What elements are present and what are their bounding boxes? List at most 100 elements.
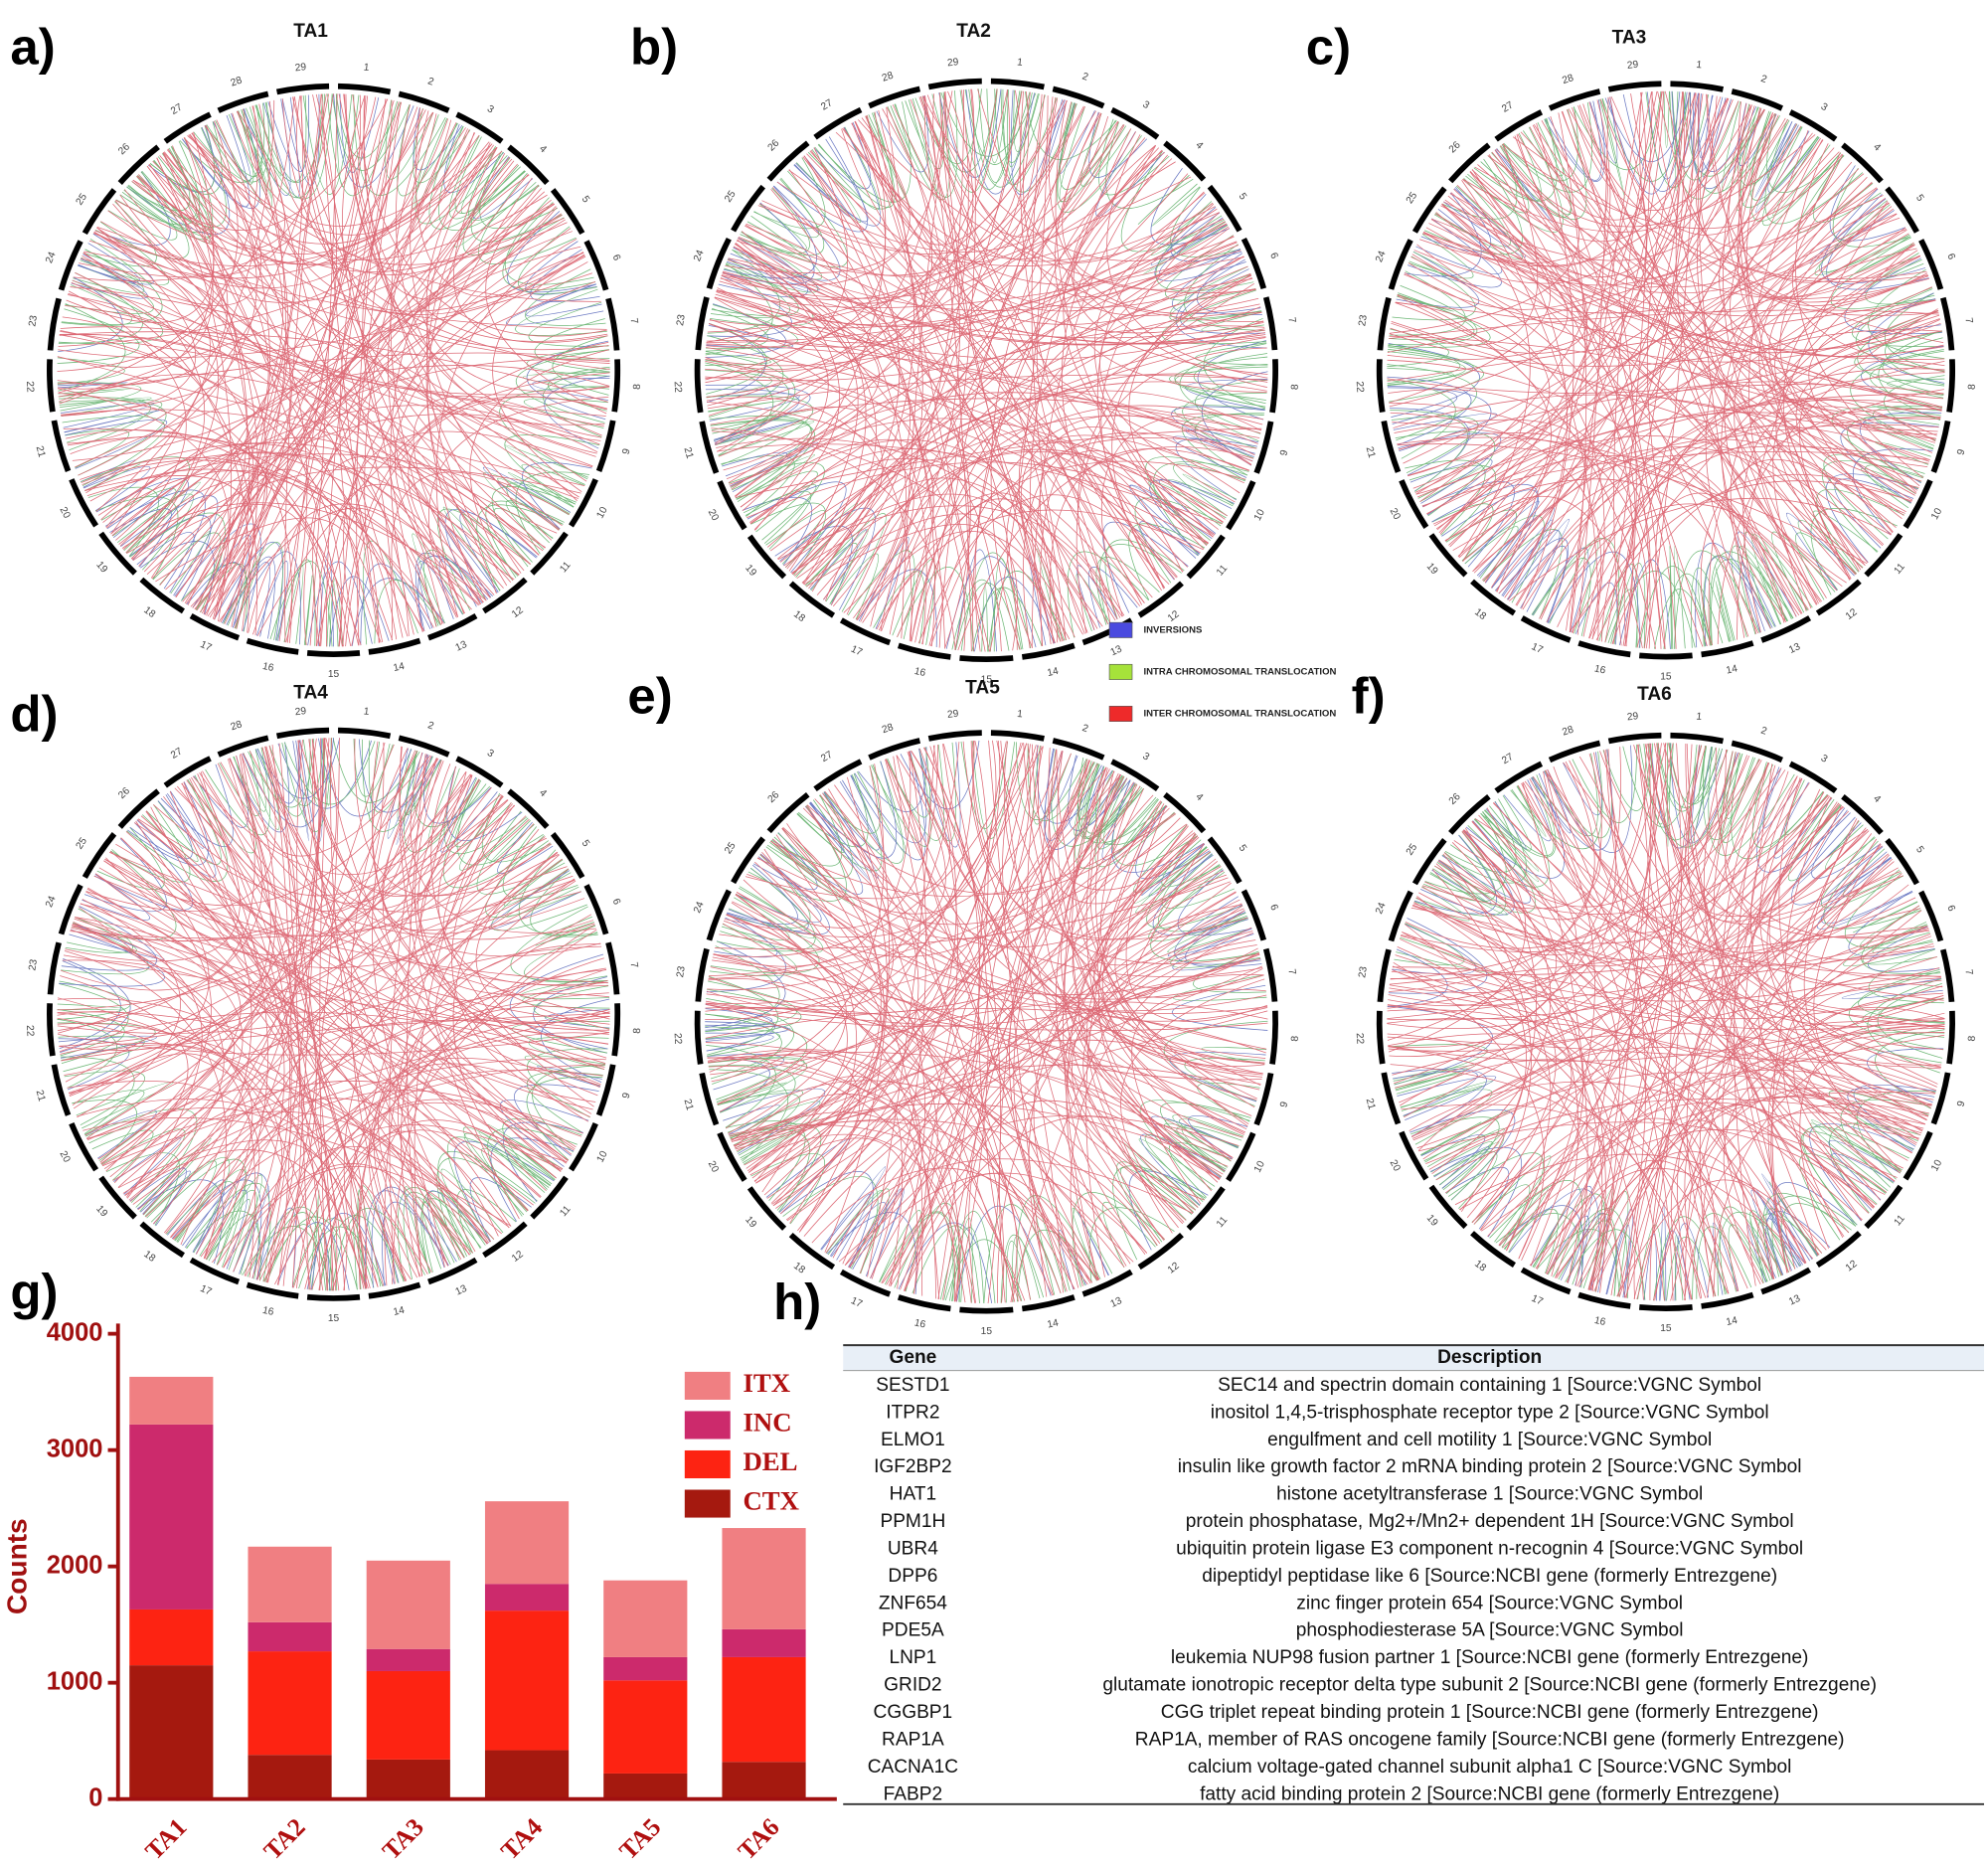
- link: [1696, 1226, 1752, 1299]
- link: [1533, 538, 1620, 645]
- table-cell: glutamate ionotropic receptor delta type…: [1102, 1675, 1877, 1696]
- chromosome-arc: [897, 1294, 951, 1312]
- link: [329, 576, 390, 647]
- chromosome-arc: [1428, 1184, 1468, 1230]
- link: [720, 115, 1109, 299]
- table-cell: ITPR2: [886, 1402, 939, 1423]
- link: [761, 200, 1218, 266]
- link: [1387, 299, 1936, 382]
- link: [851, 93, 1043, 262]
- link: [454, 164, 537, 248]
- link: [723, 1104, 780, 1135]
- link: [1169, 1052, 1266, 1102]
- link: [77, 1099, 406, 1281]
- link: [338, 93, 522, 574]
- link: [169, 790, 510, 1229]
- link: [971, 149, 1163, 652]
- chromosome-arc: [1376, 1010, 1386, 1065]
- link: [1388, 821, 1558, 1006]
- link: [487, 1123, 562, 1179]
- link: [775, 834, 1134, 1263]
- link: [1764, 118, 1864, 225]
- link: [770, 188, 907, 632]
- link: [1003, 741, 1260, 964]
- link: [1506, 518, 1570, 608]
- link: [1494, 530, 1561, 612]
- chromosome-arc: [1788, 109, 1838, 142]
- link: [838, 832, 1196, 1263]
- link: [1141, 843, 1206, 896]
- chromosome-label: 6: [1267, 252, 1279, 261]
- link: [983, 1204, 1062, 1304]
- link: [1499, 1128, 1888, 1247]
- link: [1768, 248, 1917, 520]
- link: [1852, 901, 1918, 933]
- link: [476, 810, 566, 895]
- link: [1848, 890, 1935, 957]
- chromosome-label: 1: [1696, 712, 1703, 724]
- link: [1673, 550, 1760, 649]
- legend-swatch: [684, 1411, 731, 1440]
- link: [353, 94, 446, 196]
- chromosome-label: 21: [34, 444, 48, 458]
- link: [754, 861, 857, 1204]
- link: [1445, 1167, 1510, 1230]
- link: [1079, 112, 1132, 187]
- link: [428, 396, 609, 617]
- link: [345, 93, 602, 438]
- link: [118, 199, 552, 545]
- link: [1637, 744, 1845, 1238]
- x-tick-label: TA4: [495, 1812, 548, 1865]
- link: [1709, 551, 1794, 646]
- link: [1561, 110, 1930, 462]
- link: [1545, 769, 1730, 1294]
- link: [61, 1044, 253, 1260]
- link: [309, 1189, 320, 1290]
- link: [123, 189, 558, 534]
- link: [485, 500, 565, 579]
- link: [1085, 767, 1221, 1179]
- chromosome-label: 29: [294, 62, 307, 74]
- link: [1487, 1117, 1716, 1297]
- legend-label: INVERSIONS: [1143, 624, 1202, 635]
- link: [1160, 1102, 1251, 1173]
- link: [1493, 801, 1941, 1068]
- link: [165, 1090, 577, 1235]
- link: [1404, 908, 1921, 1118]
- link: [159, 155, 593, 468]
- link: [1161, 846, 1235, 910]
- link: [705, 376, 934, 638]
- chromosome-arc: [1520, 615, 1572, 643]
- link: [1644, 744, 1941, 1069]
- chromosome-arc: [1262, 296, 1278, 351]
- link: [1669, 743, 1739, 844]
- chromosome-label: 11: [558, 1204, 573, 1219]
- link: [80, 903, 244, 1181]
- link: [867, 99, 1065, 246]
- link: [1646, 92, 1704, 647]
- link: [319, 738, 330, 1291]
- chromosome-arc: [1815, 1231, 1862, 1268]
- link: [150, 1158, 247, 1268]
- table-cell: protein phosphatase, Mg2+/Mn2+ dependent…: [1186, 1511, 1794, 1532]
- link: [1433, 1146, 1490, 1189]
- link: [1625, 762, 1769, 1298]
- link: [732, 1118, 1158, 1246]
- link: [138, 174, 258, 629]
- link: [446, 765, 523, 841]
- link: [1613, 90, 1658, 646]
- link: [267, 1070, 603, 1283]
- link: [814, 798, 1031, 1300]
- bar-segment: [129, 1665, 214, 1799]
- link: [500, 1100, 589, 1167]
- chromosome-label: 13: [454, 639, 469, 654]
- link: [105, 857, 577, 968]
- link: [1402, 932, 1863, 1221]
- link: [797, 870, 1225, 1232]
- link: [1778, 776, 1903, 1172]
- link: [527, 1048, 608, 1118]
- link: [412, 533, 464, 624]
- chromosome-label: 3: [485, 748, 496, 761]
- chromosome-arc: [47, 1003, 56, 1057]
- link: [404, 751, 487, 853]
